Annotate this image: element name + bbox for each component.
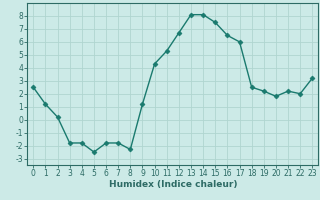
X-axis label: Humidex (Indice chaleur): Humidex (Indice chaleur): [108, 180, 237, 189]
